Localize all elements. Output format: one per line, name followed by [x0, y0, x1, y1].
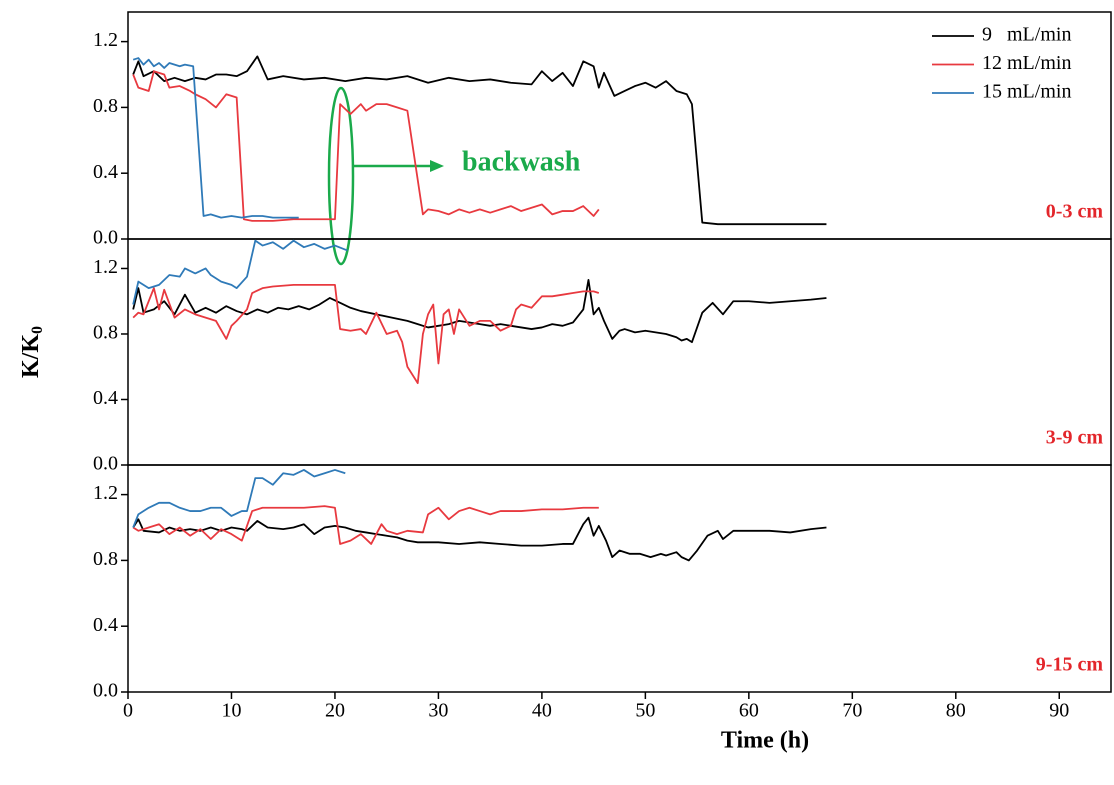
x-tick-label: 60 — [739, 700, 759, 722]
panel-frame — [127, 464, 1112, 693]
panel-frame — [127, 11, 1112, 240]
y-tick-label: 0.0 — [93, 227, 118, 249]
series-line — [132, 55, 827, 226]
y-tick-label: 1.2 — [93, 29, 118, 51]
series-line — [132, 505, 599, 545]
legend-label: 9 mL/min — [982, 24, 1071, 46]
legend-label: 12 mL/min — [982, 52, 1071, 74]
y-tick-label: 0.4 — [93, 614, 118, 636]
y-tick-label: 0.8 — [93, 322, 118, 344]
x-tick-label: 0 — [123, 700, 133, 722]
x-tick-label: 70 — [842, 700, 862, 722]
y-tick-label: 0.4 — [93, 161, 118, 183]
legend-label: 15 mL/min — [982, 81, 1071, 103]
annotation: backwash — [462, 146, 581, 177]
y-tick-label: 0.8 — [93, 95, 118, 117]
y-tick-label: 0.0 — [93, 453, 118, 475]
series-line — [132, 469, 346, 528]
x-tick-label: 40 — [532, 700, 552, 722]
backwash-arrowhead — [430, 160, 444, 172]
x-axis-label: Time (h) — [721, 728, 809, 754]
y-tick-label: 0.0 — [93, 680, 118, 702]
y-axis-label-sub: 0 — [29, 326, 46, 334]
panel-label: 9-15 cm — [1036, 654, 1104, 676]
series-line — [132, 239, 348, 305]
x-tick-label: 30 — [428, 700, 448, 722]
series-line — [132, 57, 299, 219]
y-axis-label: K/K0 — [18, 326, 46, 378]
backwash-ellipse — [327, 86, 355, 266]
x-tick-label: 20 — [325, 700, 345, 722]
x-tick-label: 90 — [1049, 700, 1069, 722]
panel-frame — [127, 238, 1112, 466]
y-tick-label: 0.8 — [93, 548, 118, 570]
x-tick-label: 10 — [221, 700, 241, 722]
x-tick-label: 50 — [635, 700, 655, 722]
y-axis-label-main: K/K — [18, 334, 44, 378]
panel-label: 3-9 cm — [1046, 427, 1104, 449]
y-tick-label: 1.2 — [93, 256, 118, 278]
x-tick-label: 80 — [946, 700, 966, 722]
panel-label: 0-3 cm — [1046, 201, 1104, 223]
series-line — [132, 70, 600, 222]
series-line — [132, 516, 827, 562]
y-tick-label: 0.4 — [93, 387, 118, 409]
series-line — [132, 283, 600, 385]
series-line — [132, 279, 827, 344]
y-tick-label: 1.2 — [93, 482, 118, 504]
